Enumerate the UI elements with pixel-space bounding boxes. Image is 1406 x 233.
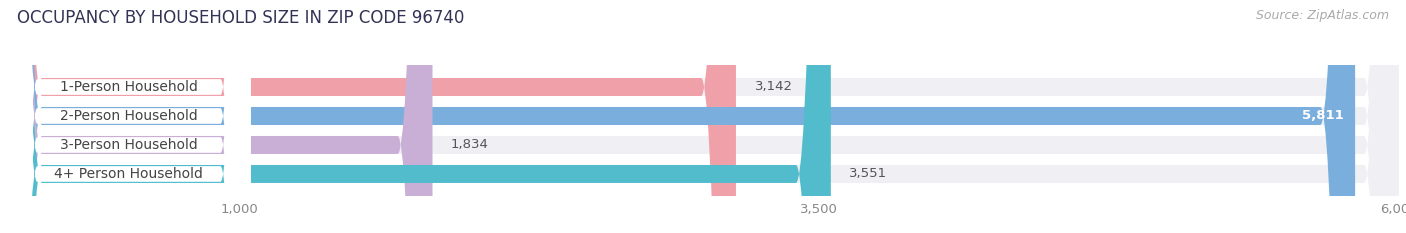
FancyBboxPatch shape <box>7 0 1399 233</box>
Text: 5,811: 5,811 <box>1302 110 1344 123</box>
FancyBboxPatch shape <box>7 0 1355 233</box>
FancyBboxPatch shape <box>7 0 1399 233</box>
FancyBboxPatch shape <box>7 0 831 233</box>
Text: 1,834: 1,834 <box>451 138 489 151</box>
Text: 3,142: 3,142 <box>755 80 793 93</box>
FancyBboxPatch shape <box>7 0 433 233</box>
FancyBboxPatch shape <box>7 0 1399 233</box>
FancyBboxPatch shape <box>7 0 250 233</box>
Text: Source: ZipAtlas.com: Source: ZipAtlas.com <box>1256 9 1389 22</box>
Text: OCCUPANCY BY HOUSEHOLD SIZE IN ZIP CODE 96740: OCCUPANCY BY HOUSEHOLD SIZE IN ZIP CODE … <box>17 9 464 27</box>
Text: 2-Person Household: 2-Person Household <box>60 109 198 123</box>
Text: 1-Person Household: 1-Person Household <box>60 80 198 94</box>
FancyBboxPatch shape <box>7 0 1399 233</box>
FancyBboxPatch shape <box>7 0 735 233</box>
FancyBboxPatch shape <box>7 0 250 233</box>
Text: 3-Person Household: 3-Person Household <box>60 138 198 152</box>
FancyBboxPatch shape <box>7 0 250 233</box>
Text: 4+ Person Household: 4+ Person Household <box>55 167 204 181</box>
FancyBboxPatch shape <box>7 0 250 233</box>
Text: 3,551: 3,551 <box>849 168 887 181</box>
